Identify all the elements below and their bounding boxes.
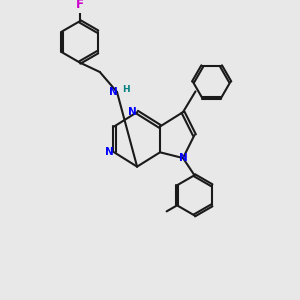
Text: F: F: [76, 0, 84, 11]
Text: N: N: [178, 153, 188, 163]
Text: N: N: [128, 107, 137, 117]
Text: N: N: [105, 147, 114, 157]
Text: N: N: [109, 87, 118, 97]
Text: H: H: [122, 85, 130, 94]
